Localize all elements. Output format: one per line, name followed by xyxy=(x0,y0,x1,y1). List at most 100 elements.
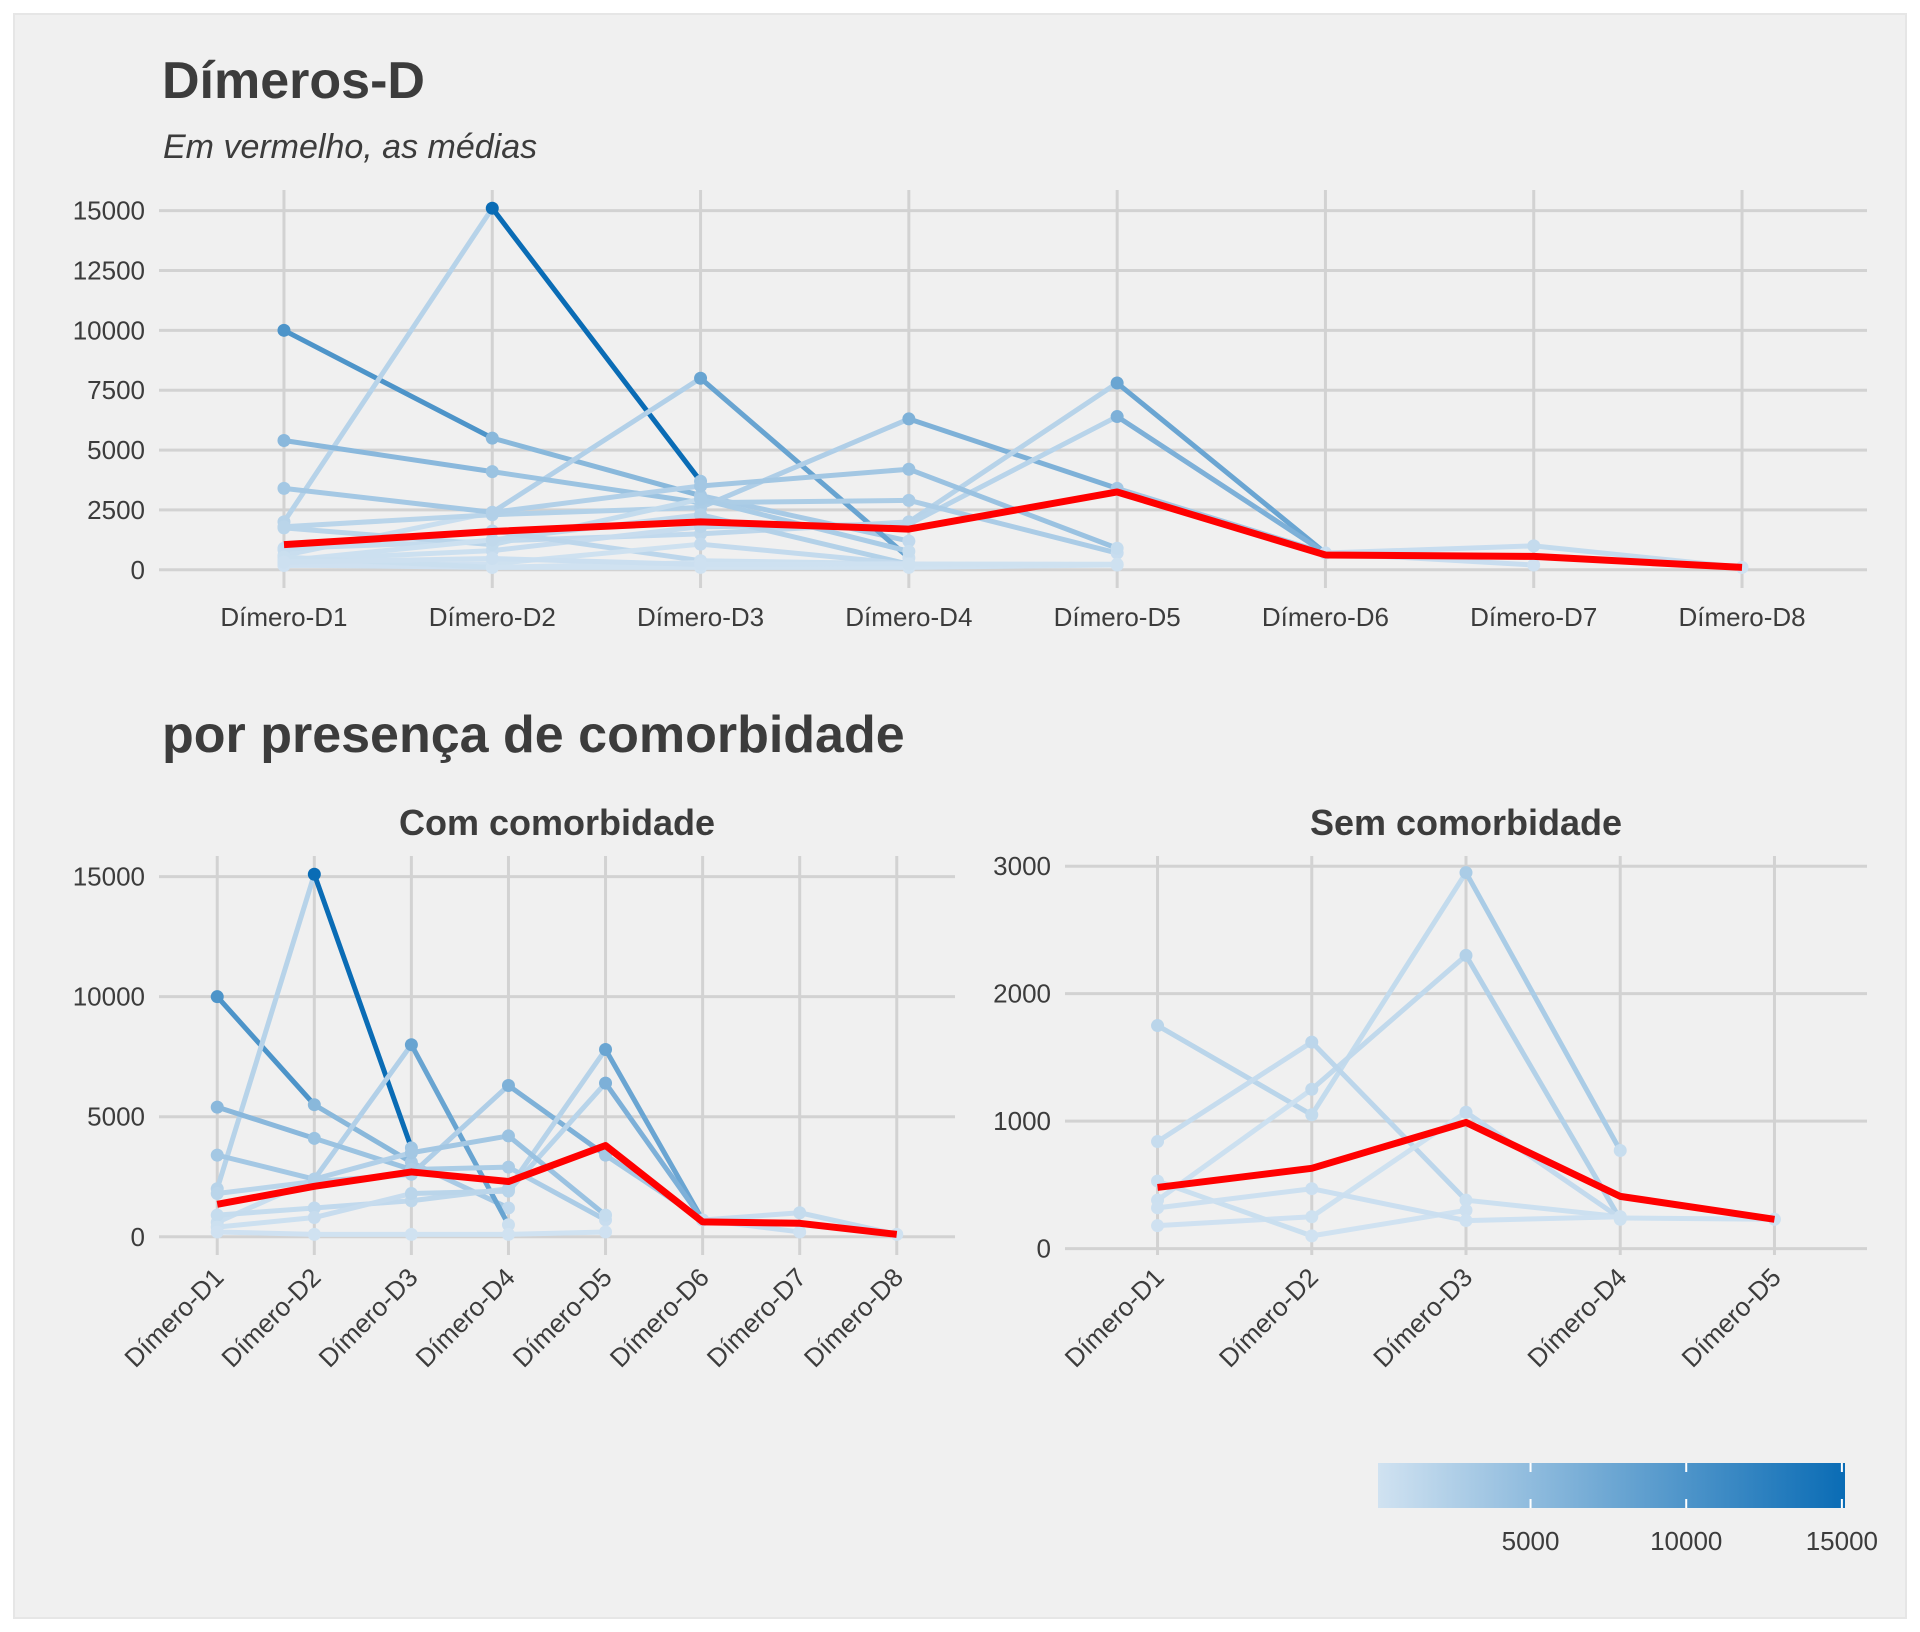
series-point xyxy=(277,481,291,495)
series-point xyxy=(210,1148,224,1162)
series-point xyxy=(277,521,291,535)
series-point xyxy=(210,990,224,1004)
series-point xyxy=(599,1225,613,1239)
x-tick-label: Dímero-D7 xyxy=(1470,602,1597,632)
series-segment xyxy=(1463,870,1623,1153)
series-segment xyxy=(1309,870,1469,1118)
y-tick-label: 0 xyxy=(1037,1234,1051,1264)
series-segment xyxy=(1617,1215,1777,1222)
series-point xyxy=(307,1227,321,1241)
series-point xyxy=(210,1208,224,1222)
x-tick-label: Dímero-D2 xyxy=(429,602,556,632)
series-point xyxy=(485,465,499,479)
series-point xyxy=(694,371,708,385)
mean-line xyxy=(283,488,1743,571)
series-segment xyxy=(1114,414,1328,556)
series-point xyxy=(501,1201,515,1215)
series-segment xyxy=(603,1080,706,1223)
series-point xyxy=(277,323,291,337)
series-segment xyxy=(1114,380,1328,556)
series-segment xyxy=(214,871,317,1192)
series-segment xyxy=(311,1135,414,1173)
series-point xyxy=(902,557,916,571)
series-segment xyxy=(906,414,1120,527)
series-segment xyxy=(1463,1109,1623,1221)
series-segment xyxy=(281,556,495,565)
series-segment xyxy=(311,1102,414,1165)
x-tick-label: Dímero-D3 xyxy=(637,602,764,632)
panel-title: Com comorbidade xyxy=(399,802,715,843)
series-point xyxy=(1459,1203,1473,1217)
series-point xyxy=(307,1201,321,1215)
x-tick-label: Dímero-D6 xyxy=(1262,602,1389,632)
series-point xyxy=(1151,1019,1165,1033)
series-segment xyxy=(489,483,704,515)
mean-line xyxy=(1157,1118,1775,1223)
series-segment xyxy=(698,561,912,568)
series-point xyxy=(694,508,708,522)
colorbar-label: 5000 xyxy=(1502,1526,1560,1556)
series-point xyxy=(1110,541,1124,555)
series-segment xyxy=(1155,1214,1315,1229)
y-tick-label: 5000 xyxy=(87,1102,145,1132)
y-tick-label: 15000 xyxy=(73,196,145,226)
series-point xyxy=(902,462,916,476)
y-tick-label: 0 xyxy=(131,555,145,585)
series-point xyxy=(599,1076,613,1090)
series-segment xyxy=(214,994,317,1108)
series-segment xyxy=(1463,952,1623,1222)
series-segment xyxy=(408,1133,511,1156)
series-segment xyxy=(311,1150,414,1182)
series-point xyxy=(902,534,916,548)
series-segment xyxy=(1463,1197,1623,1220)
series-segment xyxy=(408,1188,511,1197)
series-point xyxy=(404,1038,418,1052)
series-point xyxy=(501,1218,515,1232)
series-segment xyxy=(1155,1039,1315,1145)
colorbar xyxy=(1378,1463,1845,1508)
chart-subtitle: Em vermelho, as médias xyxy=(163,128,537,166)
series-point xyxy=(210,1225,224,1239)
series-point xyxy=(1459,948,1473,962)
series-point xyxy=(1459,1193,1473,1207)
series-point xyxy=(307,867,321,881)
series-point xyxy=(210,1187,224,1201)
y-tick-label: 10000 xyxy=(73,315,145,345)
series-segment xyxy=(906,380,1120,525)
series-segment xyxy=(311,871,414,1151)
colorbar-label: 10000 xyxy=(1650,1526,1722,1556)
series-point xyxy=(485,201,499,215)
mean-line xyxy=(216,1142,898,1238)
series-point xyxy=(1151,1201,1165,1215)
series-point xyxy=(902,412,916,426)
series-point xyxy=(902,544,916,558)
series-point xyxy=(501,1160,515,1174)
series-segment xyxy=(1463,1214,1623,1224)
series-segment xyxy=(489,524,704,554)
series-segment xyxy=(214,1229,317,1237)
series-segment xyxy=(489,375,704,515)
series-point xyxy=(1305,1182,1319,1196)
series-segment xyxy=(698,497,912,506)
y-tick-label: 1000 xyxy=(993,1106,1051,1136)
series-segment xyxy=(281,205,495,525)
series-segment xyxy=(214,1179,317,1197)
series-point xyxy=(404,1227,418,1241)
series-point xyxy=(501,1227,515,1241)
series-point xyxy=(1305,1108,1319,1122)
series-segment xyxy=(505,1133,609,1218)
series-segment xyxy=(1309,1186,1469,1224)
y-tick-label: 2500 xyxy=(87,495,145,525)
series-segment xyxy=(214,1215,317,1230)
y-tick-label: 2000 xyxy=(993,979,1051,1009)
series-segment xyxy=(214,1104,317,1141)
y-tick-label: 7500 xyxy=(87,375,145,405)
x-tick-label: Dímero-D5 xyxy=(1054,602,1181,632)
y-tick-label: 5000 xyxy=(87,435,145,465)
series-segment xyxy=(906,497,1120,556)
series-segment xyxy=(698,416,912,511)
series-segment xyxy=(698,541,912,567)
series-segment xyxy=(489,528,704,564)
series-point xyxy=(1151,1135,1165,1149)
